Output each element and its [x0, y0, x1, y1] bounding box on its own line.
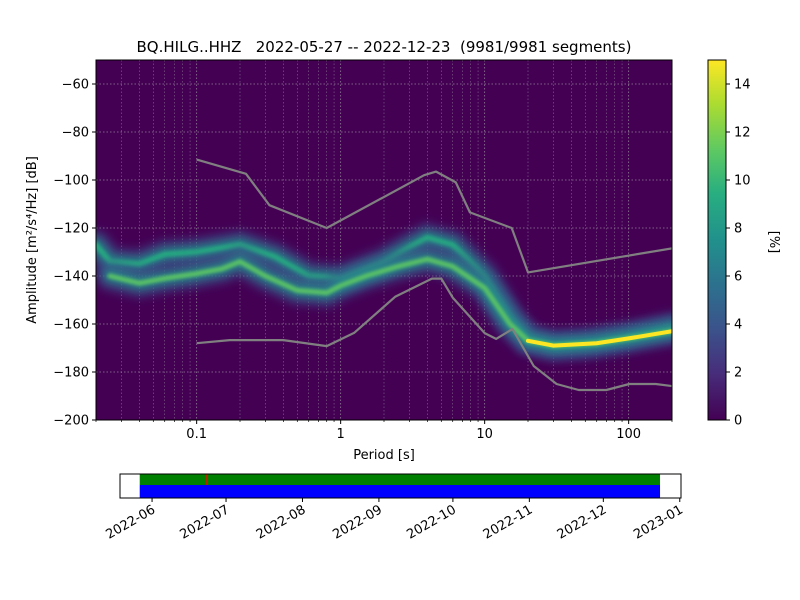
chart-title: BQ.HILG..HHZ 2022-05-27 -- 2022-12-23 (9…	[137, 38, 632, 56]
x-tick-label: 0.1	[186, 427, 207, 442]
colorbar-tick-label: 14	[734, 78, 751, 93]
colorbar: 0 2 4 6 8 10 12 14 [%]	[707, 59, 781, 429]
timeline-tick-label: 2022-11	[481, 502, 536, 542]
timeline-tick-label: 2022-09	[330, 502, 385, 542]
y-tick-label: −100	[53, 174, 89, 189]
colorbar-label: [%]	[766, 231, 781, 254]
x-axis-ticks: 0.1 1 10 100	[95, 420, 673, 442]
colorbar-tick-label: 6	[734, 270, 742, 285]
y-axis-ticks: −200 −180 −160 −140 −120 −100 −80 −60	[53, 78, 96, 429]
psd-plot: 0.1 1 10 100 −200 −180 −160 −140 −120 −100 −80 −60…	[25, 59, 673, 463]
y-tick-label: −140	[53, 270, 89, 285]
y-tick-label: −180	[53, 366, 89, 381]
x-tick-label: 100	[616, 427, 641, 442]
timeline-gap-marker	[206, 474, 208, 485]
timeline-plot: 2022-06 2022-07 2022-08 2022-09 2022-10 2022-…	[104, 473, 686, 543]
colorbar-tick-label: 0	[734, 414, 742, 429]
timeline-tick-label: 2022-06	[104, 502, 159, 542]
noise-model-nlnm	[196, 277, 672, 392]
colorbar-tick-label: 4	[734, 318, 742, 333]
timeline-frame	[119, 473, 682, 499]
y-axis-label: Amplitude [m²/s⁴/Hz] [dB]	[25, 156, 40, 324]
timeline-tick-label: 2022-08	[254, 502, 309, 542]
y-tick-label: −200	[53, 414, 89, 429]
noise-models	[196, 158, 672, 392]
y-tick-label: −120	[53, 222, 89, 237]
timeline-lower-bar	[139, 485, 661, 498]
colorbar-ticks: 0 2 4 6 8 10 12 14	[726, 78, 751, 429]
y-tick-label: −60	[62, 78, 89, 93]
x-tick-label: 1	[337, 427, 345, 442]
colorbar-tick-label: 8	[734, 222, 742, 237]
density-ridge-peak	[526, 329, 672, 348]
y-tick-label: −160	[53, 318, 89, 333]
timeline-tick-label: 2022-07	[177, 502, 232, 542]
x-tick-label: 10	[476, 427, 493, 442]
timeline-ticks: 2022-06 2022-07 2022-08 2022-09 2022-10 2022-…	[104, 498, 686, 543]
x-axis-label: Period [s]	[353, 448, 415, 463]
noise-model-nhnm	[196, 158, 672, 274]
timeline-tick-label: 2022-12	[555, 502, 610, 542]
colorbar-tick-label: 2	[734, 366, 742, 381]
timeline-tick-label: 2023-01	[631, 502, 686, 542]
density-ridges	[96, 221, 672, 361]
colorbar-tick-label: 10	[734, 174, 751, 189]
colorbar-tick-label: 12	[734, 126, 751, 141]
timeline-upper-bar	[139, 474, 661, 485]
y-tick-label: −80	[62, 126, 89, 141]
colorbar-gradient	[707, 59, 727, 421]
timeline-tick-label: 2022-10	[404, 502, 459, 542]
